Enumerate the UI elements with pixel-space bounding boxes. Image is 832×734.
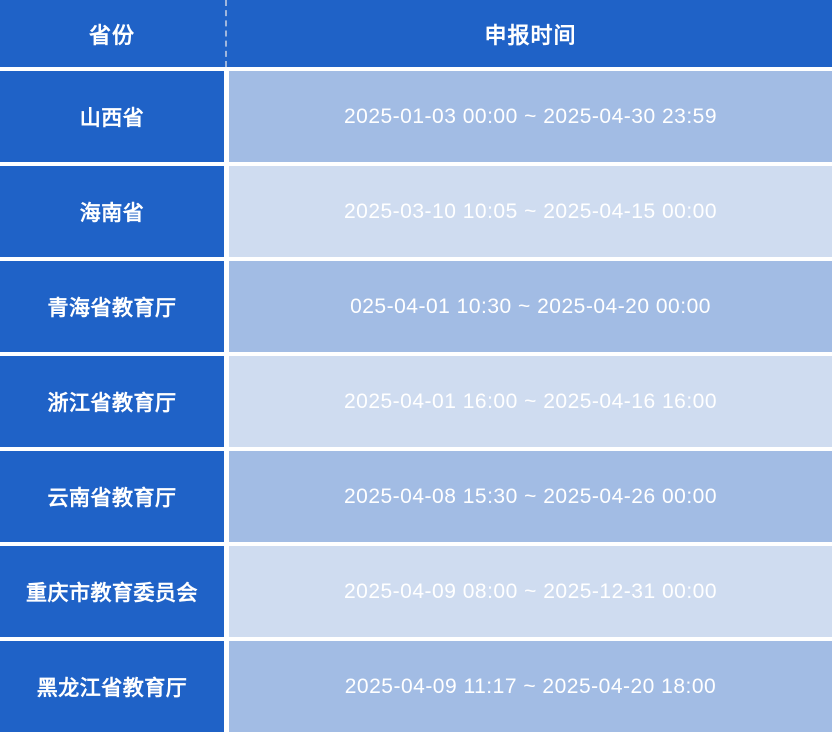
application-time-cell: 2025-04-09 11:17 ~ 2025-04-20 18:00 (229, 641, 832, 732)
table-row: 云南省教育厅 2025-04-08 15:30 ~ 2025-04-26 00:… (0, 451, 832, 542)
application-time-cell: 025-04-01 10:30 ~ 2025-04-20 00:00 (229, 261, 832, 352)
table-row: 青海省教育厅 025-04-01 10:30 ~ 2025-04-20 00:0… (0, 261, 832, 352)
table-row: 黑龙江省教育厅 2025-04-09 11:17 ~ 2025-04-20 18… (0, 641, 832, 732)
column-header-application-time: 申报时间 (484, 22, 577, 48)
table-row: 山西省 2025-01-03 00:00 ~ 2025-04-30 23:59 (0, 71, 832, 162)
application-time-cell: 2025-04-01 16:00 ~ 2025-04-16 16:00 (229, 356, 832, 447)
province-cell: 重庆市教育委员会 (0, 546, 224, 637)
province-cell: 海南省 (0, 166, 224, 257)
table-row: 重庆市教育委员会 2025-04-09 08:00 ~ 2025-12-31 0… (0, 546, 832, 637)
table-row: 浙江省教育厅 2025-04-01 16:00 ~ 2025-04-16 16:… (0, 356, 832, 447)
header-dashed-divider (225, 0, 227, 67)
province-cell: 青海省教育厅 (0, 261, 224, 352)
table-row: 海南省 2025-03-10 10:05 ~ 2025-04-15 00:00 (0, 166, 832, 257)
column-header-province: 省份 (88, 22, 135, 48)
application-time-cell: 2025-03-10 10:05 ~ 2025-04-15 00:00 (229, 166, 832, 257)
province-cell: 云南省教育厅 (0, 451, 224, 542)
application-time-cell: 2025-04-08 15:30 ~ 2025-04-26 00:00 (229, 451, 832, 542)
province-cell: 浙江省教育厅 (0, 356, 224, 447)
province-cell: 黑龙江省教育厅 (0, 641, 224, 732)
province-cell: 山西省 (0, 71, 224, 162)
table-body: 山西省 2025-01-03 00:00 ~ 2025-04-30 23:59 … (0, 71, 832, 732)
application-time-cell: 2025-01-03 00:00 ~ 2025-04-30 23:59 (229, 71, 832, 162)
application-time-cell: 2025-04-09 08:00 ~ 2025-12-31 00:00 (229, 546, 832, 637)
table-header-row: 省份 申报时间 (0, 0, 832, 67)
